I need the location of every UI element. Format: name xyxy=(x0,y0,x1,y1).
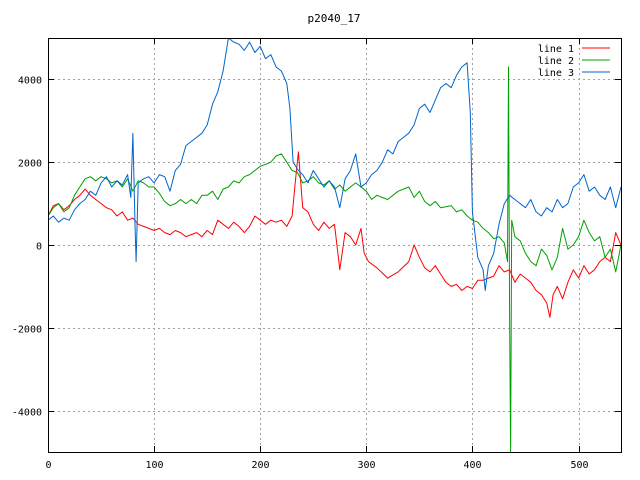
legend-label: line 2 xyxy=(538,56,574,67)
y-tick-label: -2000 xyxy=(12,325,42,336)
y-tick-label: 4000 xyxy=(18,76,42,87)
x-tick-label: 300 xyxy=(357,460,375,471)
series-line-1 xyxy=(48,151,621,318)
x-tick-label: 0 xyxy=(45,460,51,471)
axis-ticks: 0 100 200 300 400 500 -4000 -2000 0 2000 4000 xyxy=(12,38,621,471)
series-layer xyxy=(48,38,621,452)
x-tick-label: 400 xyxy=(463,460,481,471)
x-tick-label: 200 xyxy=(251,460,269,471)
y-tick-label: -4000 xyxy=(12,408,42,419)
legend-label: line 1 xyxy=(538,44,574,55)
series-line-2 xyxy=(48,66,621,452)
y-tick-label: 0 xyxy=(36,242,42,253)
chart-title: p2040_17 xyxy=(308,12,361,25)
grid xyxy=(48,38,621,452)
series-line-3 xyxy=(48,38,621,291)
y-tick-label: 2000 xyxy=(18,159,42,170)
x-tick-label: 500 xyxy=(570,460,588,471)
legend-label: line 3 xyxy=(538,68,574,79)
x-tick-label: 100 xyxy=(145,460,163,471)
